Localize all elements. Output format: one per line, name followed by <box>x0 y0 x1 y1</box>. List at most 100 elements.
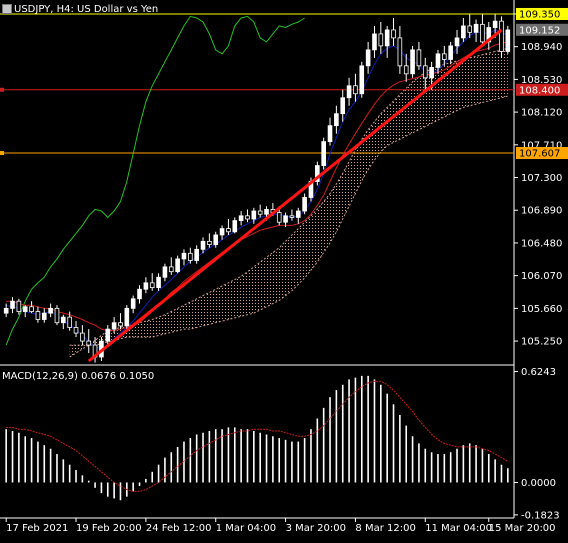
candle-body <box>321 141 326 166</box>
price-tick-label: 108.120 <box>521 108 562 119</box>
price-tag-price <box>516 23 568 36</box>
candle-body <box>226 228 231 233</box>
candle-body <box>264 209 269 215</box>
candle-body <box>181 252 187 260</box>
time-tick-label: 3 Mar 20:00 <box>286 523 346 534</box>
time-tick-label: 15 Mar 20:00 <box>489 523 556 534</box>
candle-body <box>175 258 180 273</box>
candle-body <box>207 240 212 245</box>
candle-body <box>257 210 263 215</box>
candle-body <box>372 33 377 51</box>
candle-body <box>35 311 41 320</box>
time-tick-label: 24 Feb 12:00 <box>146 523 212 534</box>
candle-body <box>499 20 504 52</box>
price-tick-label: 108.530 <box>521 75 562 86</box>
price-tick-label: 105.660 <box>521 304 562 315</box>
candle-body <box>41 312 47 320</box>
price-tick-label: 107.710 <box>521 140 562 151</box>
chart-window-icon <box>2 4 12 14</box>
price-tag-label-price: 109.152 <box>519 25 560 36</box>
candle-body <box>168 266 174 273</box>
price-tag-low <box>516 147 568 160</box>
candle-body <box>429 67 434 79</box>
price-tick-label: 107.300 <box>521 173 562 184</box>
candle-body <box>16 300 22 312</box>
candle-body <box>492 20 498 28</box>
candle-body <box>378 33 384 47</box>
candle-body <box>315 165 320 182</box>
candle-body <box>435 53 441 68</box>
candle-body <box>118 322 123 327</box>
trend-line <box>87 28 503 363</box>
candle-body <box>86 340 92 346</box>
candle-body <box>111 322 117 330</box>
candle-body <box>143 282 149 290</box>
candle-body <box>442 53 447 60</box>
price-tag-label-high: 109.350 <box>519 9 560 20</box>
candle-body <box>397 37 403 67</box>
candle-body <box>276 212 282 223</box>
lagging-span-line <box>5 15 305 346</box>
candle-body <box>251 210 257 220</box>
price-tag-label-low: 107.607 <box>519 149 560 160</box>
candle-body <box>245 215 250 220</box>
candle-body <box>365 49 371 67</box>
candle-body <box>54 307 60 324</box>
candle-body <box>346 85 352 99</box>
macd-tick-label: 0.0000 <box>521 478 556 489</box>
candle-body <box>283 215 288 223</box>
candle-body <box>416 49 422 67</box>
candle-body <box>238 215 244 222</box>
price-tick-label: 106.480 <box>521 238 562 249</box>
candle-body <box>137 288 142 300</box>
candle-body <box>302 197 307 212</box>
candle-body <box>48 307 53 314</box>
candle-body <box>359 65 365 95</box>
time-tick-label: 17 Feb 2021 <box>6 523 68 534</box>
candle-body <box>232 220 238 233</box>
macd-tick-label: 0.6243 <box>521 367 556 378</box>
candle-body <box>73 327 79 334</box>
candle-body <box>188 252 193 261</box>
candle-body <box>410 49 415 75</box>
candle-body <box>124 307 130 327</box>
candle-body <box>353 85 358 95</box>
price-tick-label: 106.890 <box>521 206 562 217</box>
chart-header: USDJPY, H4: US Dollar vs Yen <box>2 2 158 16</box>
ichimoku-cloud <box>69 48 508 358</box>
price-tag-high <box>516 7 568 20</box>
candle-body <box>156 276 161 289</box>
candle-body <box>67 316 72 328</box>
symbol-title: USDJPY, H4: US Dollar vs Yen <box>14 3 159 15</box>
macd-signal-line <box>6 380 509 492</box>
candle-body <box>80 332 85 342</box>
candle-body <box>448 45 453 60</box>
candle-body <box>10 300 15 309</box>
macd-indicator-label: MACD(12,26,9) 0.0676 0.1050 <box>2 371 155 382</box>
candle-body <box>149 282 155 289</box>
time-tick-label: 11 Mar 04:00 <box>425 523 492 534</box>
candle-body <box>480 23 485 43</box>
price-tag-mid <box>516 83 568 96</box>
candle-body <box>295 210 301 218</box>
candle-body <box>213 234 219 245</box>
candle-body <box>327 125 333 143</box>
time-tick-label: 8 Mar 12:00 <box>355 523 415 534</box>
macd-tick-label: -0.1823 <box>521 510 560 521</box>
price-tick-label: 108.940 <box>521 42 562 53</box>
candle-body <box>22 306 28 312</box>
candle-body <box>461 25 466 39</box>
candle-body <box>61 316 66 324</box>
level-marker-low <box>0 151 4 156</box>
candle-body <box>219 228 225 236</box>
candle-body <box>29 306 34 312</box>
candle-body <box>467 25 473 33</box>
candle-body <box>473 23 479 33</box>
candle-body <box>289 215 295 218</box>
candle-body <box>505 29 511 52</box>
price-tick-label: 106.070 <box>521 271 562 282</box>
price-tag-label-mid: 108.400 <box>519 85 560 96</box>
candle-body <box>3 307 9 314</box>
